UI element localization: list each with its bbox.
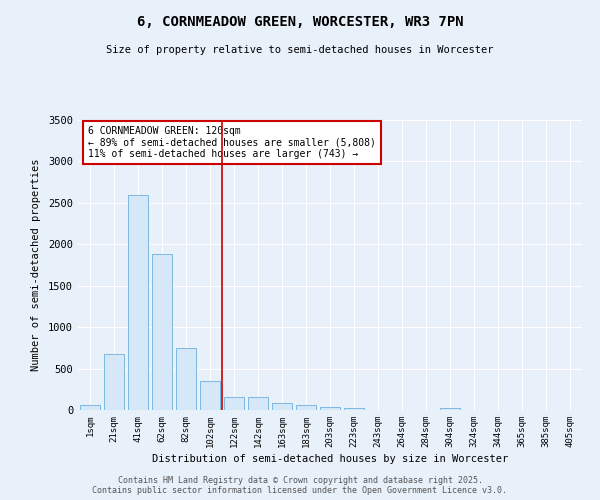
Bar	[176, 348, 196, 410]
Bar	[200, 381, 220, 410]
Bar	[344, 408, 364, 410]
Text: 6 CORNMEADOW GREEN: 120sqm
← 89% of semi-detached houses are smaller (5,808)
11%: 6 CORNMEADOW GREEN: 120sqm ← 89% of semi…	[88, 126, 376, 159]
Text: Size of property relative to semi-detached houses in Worcester: Size of property relative to semi-detach…	[106, 45, 494, 55]
Bar	[320, 407, 340, 410]
Text: Contains HM Land Registry data © Crown copyright and database right 2025.
Contai: Contains HM Land Registry data © Crown c…	[92, 476, 508, 495]
Bar	[224, 397, 244, 410]
Bar	[440, 408, 460, 410]
X-axis label: Distribution of semi-detached houses by size in Worcester: Distribution of semi-detached houses by …	[152, 454, 508, 464]
Bar	[152, 254, 172, 410]
Bar	[104, 354, 124, 410]
Bar	[272, 404, 292, 410]
Bar	[296, 406, 316, 410]
Text: 6, CORNMEADOW GREEN, WORCESTER, WR3 7PN: 6, CORNMEADOW GREEN, WORCESTER, WR3 7PN	[137, 15, 463, 29]
Y-axis label: Number of semi-detached properties: Number of semi-detached properties	[31, 159, 41, 371]
Bar	[248, 397, 268, 410]
Bar	[128, 196, 148, 410]
Bar	[80, 404, 100, 410]
